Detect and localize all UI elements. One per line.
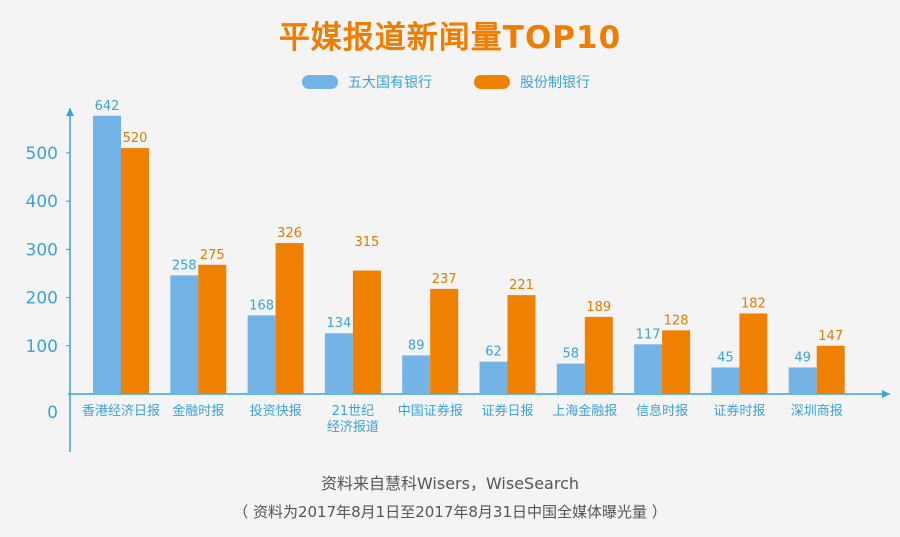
bar (507, 295, 536, 394)
bar (121, 148, 149, 394)
x-axis-arrow (882, 390, 890, 398)
data-label: 275 (200, 248, 225, 263)
y-tick-label: 400 (26, 192, 58, 212)
data-label: 134 (326, 316, 351, 331)
y-tick-label: 300 (26, 240, 58, 260)
data-label: 326 (277, 226, 302, 241)
data-label: 520 (123, 131, 148, 146)
legend-swatch-joint-stock-banks (474, 75, 510, 89)
legend-label-joint-stock-banks: 股份制银行 (520, 75, 590, 91)
legend: 五大国有银行 股份制银行 (0, 72, 900, 94)
y-axis-arrow (66, 108, 74, 116)
x-tick-label: 经济报道 (327, 420, 379, 435)
data-label: 221 (509, 278, 534, 293)
legend-item-joint-stock-banks: 股份制银行 (474, 72, 590, 92)
data-label: 49 (794, 350, 811, 365)
x-tick-label: 21世纪 (332, 404, 375, 419)
bar (739, 313, 768, 394)
data-label: 315 (354, 235, 379, 250)
bar (584, 316, 613, 394)
bar (556, 363, 585, 394)
x-tick-label: 证券日报 (481, 403, 533, 419)
x-tick-label: 信息时报 (636, 403, 688, 419)
bar (170, 275, 199, 394)
data-label: 237 (432, 272, 457, 287)
bar (816, 345, 845, 394)
source-note: 资料来自慧科Wisers，WiseSearch (320, 474, 580, 493)
bar (275, 243, 304, 394)
x-tick-label: 金融时报 (172, 403, 224, 419)
data-label: 89 (408, 338, 425, 353)
data-label: 147 (818, 329, 843, 344)
y-tick-label: 500 (26, 144, 58, 164)
bar (247, 315, 276, 394)
x-tick-label: 中国证券报 (398, 403, 463, 419)
y-tick-label: 200 (26, 289, 58, 309)
data-label: 642 (95, 99, 120, 114)
x-tick-label: 投资快报 (250, 403, 302, 419)
y-tick-label: 100 (26, 337, 58, 357)
x-tick-label: 深圳商报 (791, 404, 843, 419)
legend-item-state-banks: 五大国有银行 (302, 72, 432, 92)
x-tick-label: 香港经济日报 (82, 404, 160, 419)
x-tick-label: 上海金融报 (552, 403, 617, 419)
bar (711, 367, 740, 394)
bar (324, 333, 353, 394)
x-tick-label: 证券时报 (713, 403, 765, 419)
period-note: （ 资料为2017年8月1日至2017年8月31日中国全媒体曝光量 ） (233, 503, 667, 521)
data-label: 189 (586, 300, 611, 315)
bar (198, 264, 227, 394)
data-label: 62 (485, 345, 502, 360)
bar (93, 115, 121, 394)
bar (352, 270, 381, 394)
bar (402, 355, 431, 394)
bar (479, 361, 508, 394)
bar (634, 344, 663, 394)
data-label: 258 (172, 258, 197, 273)
data-label: 182 (741, 296, 766, 311)
data-label: 45 (717, 350, 734, 365)
bar (662, 330, 691, 394)
y-tick-label: 0 (47, 403, 58, 423)
data-label: 58 (563, 347, 580, 362)
data-label: 128 (664, 313, 689, 328)
bar (788, 367, 817, 394)
data-label: 117 (636, 327, 661, 342)
legend-label-state-banks: 五大国有银行 (348, 75, 432, 91)
legend-swatch-state-banks (302, 75, 338, 89)
chart-title: 平媒报道新闻量TOP10 (278, 20, 622, 56)
bar (430, 288, 459, 394)
data-label: 168 (249, 298, 274, 313)
